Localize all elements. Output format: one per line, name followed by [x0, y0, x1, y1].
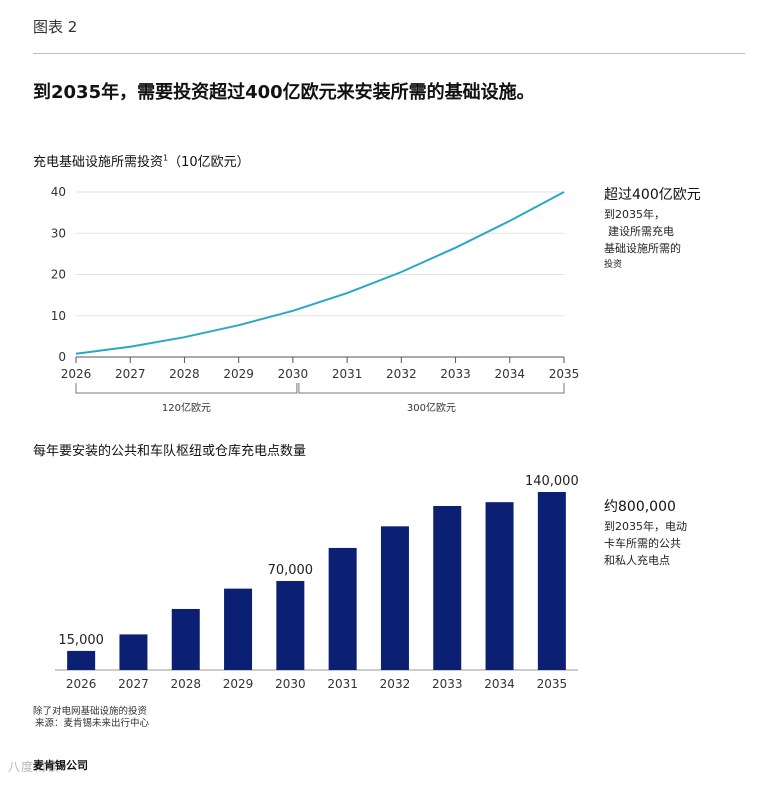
- line-side-line: 建设所需充电: [608, 225, 674, 238]
- headline: 到2035年，需要投资超过400亿欧元来安装所需的基础设施。: [33, 82, 535, 103]
- bar-x-tick-label: 2028: [170, 677, 201, 691]
- line-y-tick-label: 20: [51, 268, 66, 282]
- source-line: 来源：麦肯锡未来出行中心: [35, 718, 150, 729]
- line-x-tick-label: 2030: [278, 367, 309, 381]
- line-side-heading: 超过400亿欧元: [604, 187, 701, 203]
- period-bracket: [75, 383, 298, 394]
- line-x-tick-label: 2026: [61, 367, 92, 381]
- bar-side-line: 到2035年，电动: [604, 520, 687, 533]
- period-bracket: [298, 383, 565, 394]
- bar-x-tick-label: 2035: [537, 677, 568, 691]
- line-chart-title: 充电基础设施所需投资1（10亿欧元）: [33, 151, 250, 170]
- bar-x-tick-label: 2027: [118, 677, 149, 691]
- line-y-tick-label: 0: [58, 350, 66, 364]
- watermark: 八度精读: [8, 760, 61, 774]
- bar-chart-title: 每年要安装的公共和车队枢纽或仓库充电点数量: [33, 444, 307, 459]
- bar-2029: [224, 588, 253, 670]
- period-brackets: 120亿欧元 300亿欧元: [75, 383, 565, 414]
- header-rule: [33, 53, 745, 54]
- line-x-tick-label: 2032: [386, 367, 417, 381]
- bar-value-label: 140,000: [525, 474, 579, 489]
- line-x-tick-label: 2034: [495, 367, 526, 381]
- bar-2035: [537, 492, 566, 670]
- bar-2027: [119, 634, 148, 670]
- company-logo: 麦肯锡公司: [33, 759, 88, 772]
- line-chart-y-ticks: 0 10 20 30 40: [51, 185, 66, 364]
- footnote-mark: 1: [163, 153, 169, 163]
- bar-chart-value-labels: 15,000 70,000 140,000: [58, 474, 578, 648]
- figure-label: 图表 2: [33, 18, 78, 36]
- line-side-note: 到2035年， 建设所需充电 基础设施所需的 投资: [604, 206, 681, 274]
- bar-value-label: 15,000: [58, 633, 104, 648]
- line-chart-grid: [76, 191, 564, 358]
- bar-2034: [485, 502, 514, 670]
- line-series-investment: [75, 191, 565, 355]
- line-x-tick-label: 2027: [115, 367, 146, 381]
- line-side-line: 投资: [604, 260, 623, 270]
- bar-side-line: 卡车所需的公共: [604, 537, 681, 550]
- bar-chart-bars: [55, 492, 578, 671]
- bar-2031: [328, 547, 357, 670]
- bar-value-label: 70,000: [268, 563, 314, 578]
- bar-x-tick-label: 2034: [484, 677, 515, 691]
- bar-2032: [380, 526, 409, 670]
- line-y-tick-label: 10: [51, 309, 66, 323]
- line-y-tick-label: 40: [51, 185, 66, 199]
- bar-side-heading: 约800,000: [604, 499, 676, 515]
- line-chart-unit: （10亿欧元）: [168, 155, 250, 170]
- line-y-tick-label: 30: [51, 226, 66, 240]
- bar-side-line: 和私人充电点: [604, 554, 670, 567]
- line-side-line: 基础设施所需的: [604, 242, 681, 255]
- bar-x-tick-label: 2033: [432, 677, 463, 691]
- bar-x-tick-label: 2031: [327, 677, 358, 691]
- bar-x-tick-label: 2032: [380, 677, 411, 691]
- bar-x-tick-label: 2026: [66, 677, 97, 691]
- line-x-tick-label: 2035: [549, 367, 580, 381]
- bracket-left-label: 120亿欧元: [162, 401, 211, 414]
- bar-chart-x-ticks: 2026 2027 2028 2029 2030 2031 2032 2033 2034 2035: [66, 677, 567, 691]
- bar-2026: [67, 650, 96, 670]
- bar-x-tick-label: 2030: [275, 677, 306, 691]
- line-x-tick-label: 2031: [332, 367, 363, 381]
- line-x-tick-label: 2028: [169, 367, 200, 381]
- line-side-line: 到2035年，: [604, 208, 665, 221]
- bracket-right-label: 300亿欧元: [407, 401, 456, 414]
- bar-2030: [276, 581, 305, 670]
- source-notes: 除了对电网基础设施的投资 来源：麦肯锡未来出行中心: [33, 706, 149, 730]
- line-chart-title-text: 充电基础设施所需投资: [33, 155, 164, 170]
- line-x-tick-label: 2029: [223, 367, 254, 381]
- line-x-tick-label: 2033: [440, 367, 471, 381]
- bar-side-note: 到2035年，电动 卡车所需的公共 和私人充电点: [604, 518, 687, 569]
- bar-x-tick-label: 2029: [223, 677, 254, 691]
- source-line: 除了对电网基础设施的投资: [33, 706, 148, 717]
- line-chart-x-ticks: 2026 2027 2028 2029 2030 2031 2032 2033 2034 2035: [61, 357, 580, 381]
- bar-2028: [171, 608, 200, 670]
- bar-2033: [433, 505, 462, 670]
